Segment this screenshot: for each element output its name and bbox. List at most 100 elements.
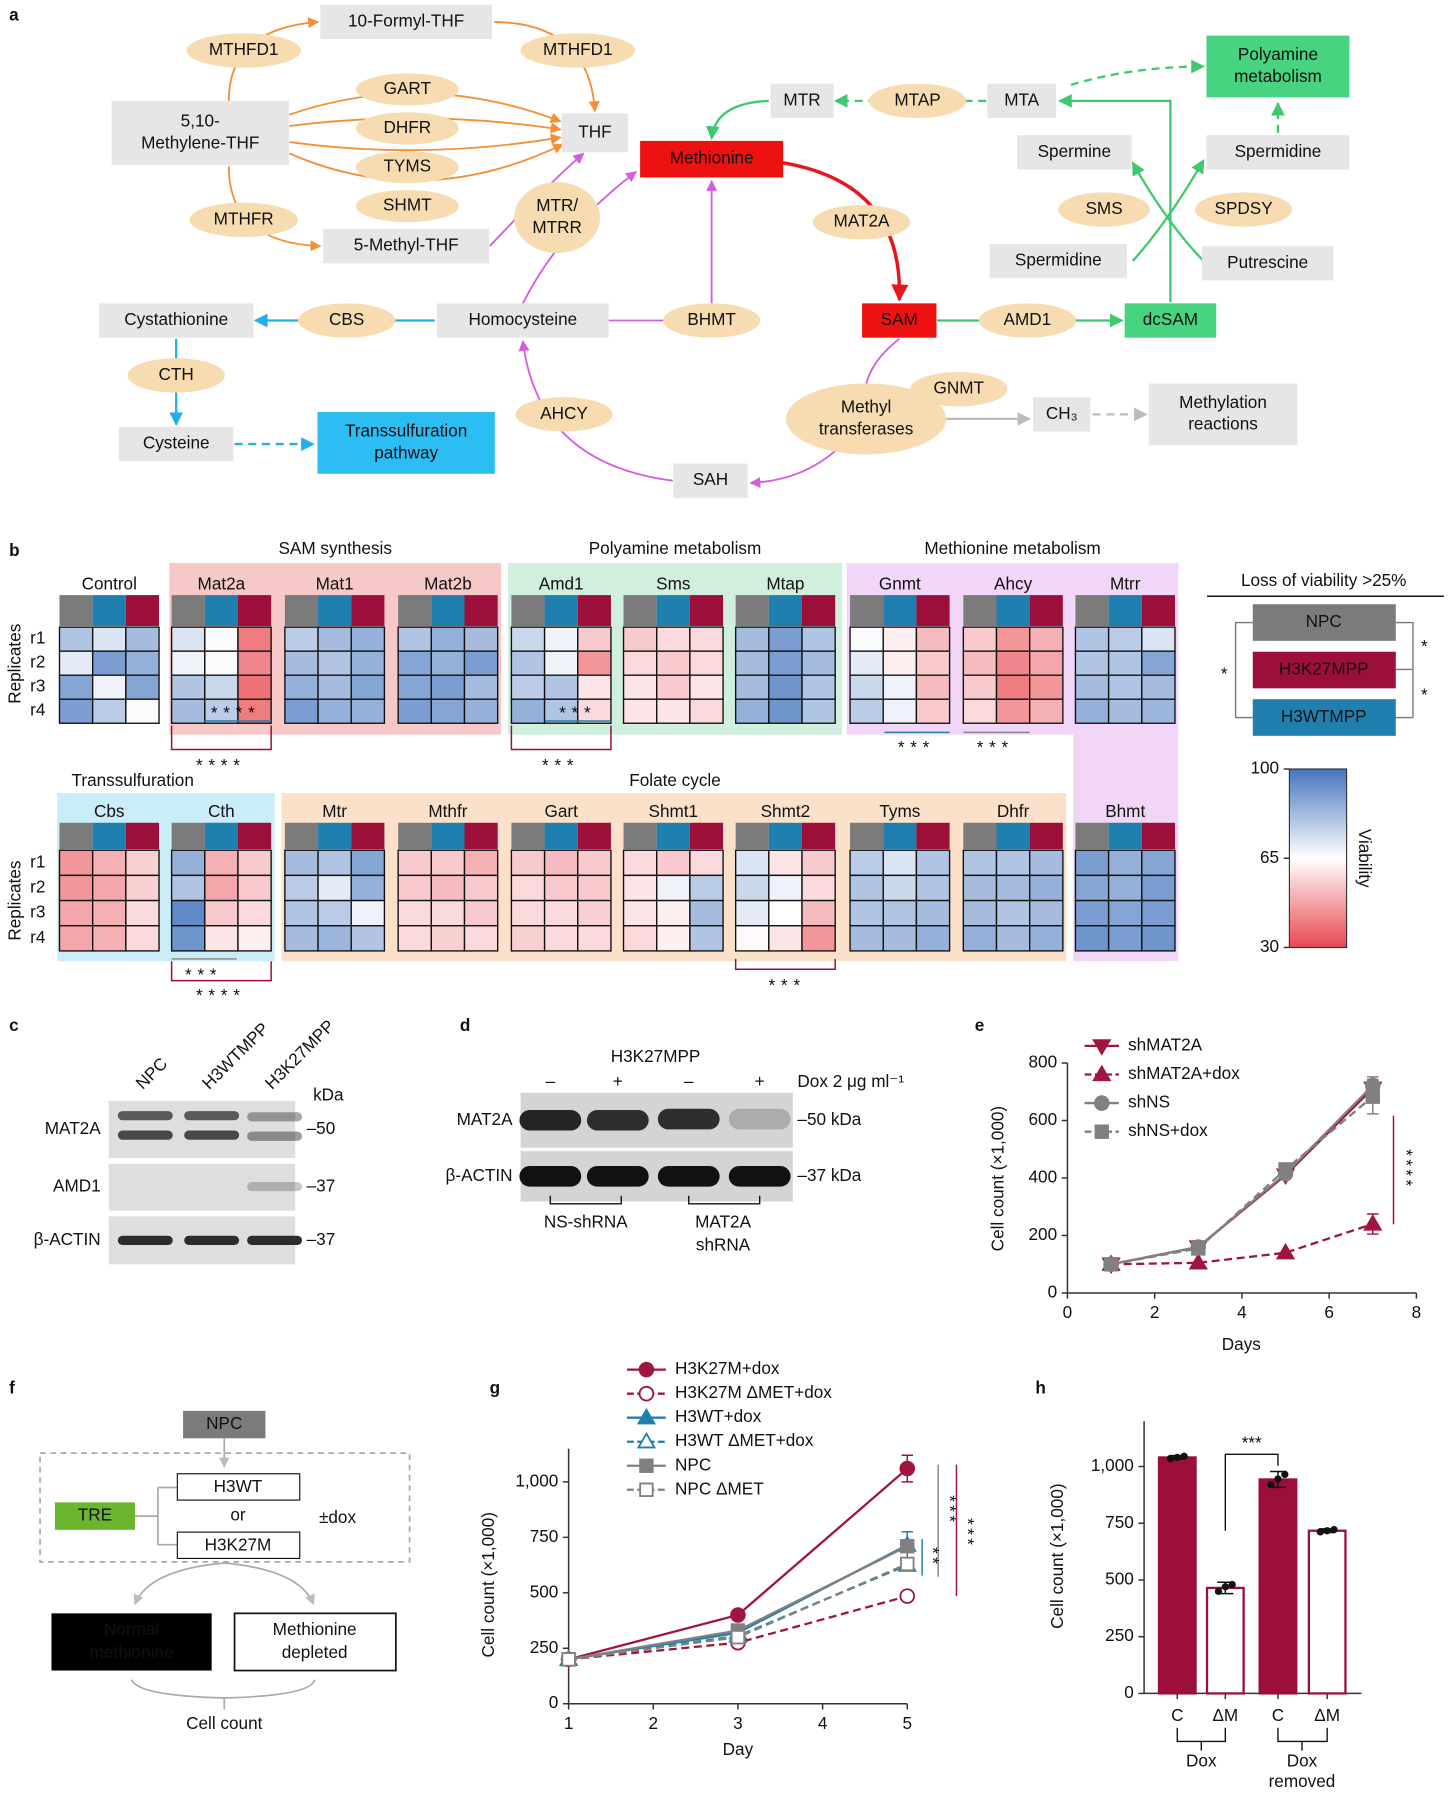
data-point	[899, 1588, 916, 1604]
heatmap-cell	[350, 874, 386, 902]
column-key	[996, 822, 1030, 850]
heatmap-cell	[1074, 849, 1110, 877]
column-key	[511, 822, 545, 850]
column-key	[735, 595, 769, 626]
legend-bracket	[1234, 621, 1253, 719]
legend-label: shMAT2A	[1128, 1034, 1203, 1054]
heatmap-cell	[1028, 925, 1064, 952]
box	[176, 1531, 301, 1559]
heatmap-cell	[577, 899, 612, 927]
node-label: Spermidine	[1235, 141, 1322, 161]
heatmap-cell	[543, 925, 579, 952]
pathway-arrow	[705, 99, 769, 140]
column-key	[464, 822, 498, 850]
metabolite-node	[673, 463, 748, 498]
heatmap-cell	[801, 698, 836, 724]
panel-label: a	[9, 5, 19, 25]
node-label: SAH	[693, 469, 728, 489]
node-label: TYMS	[383, 156, 431, 176]
heatmap-cell	[882, 899, 918, 927]
column-key	[1075, 595, 1109, 626]
heatmap-cell	[995, 925, 1031, 952]
legend-label: shNS+dox	[1128, 1120, 1208, 1140]
data-point	[730, 1607, 746, 1623]
blot-band	[519, 1166, 582, 1187]
heatmap-cell	[1028, 874, 1064, 902]
heatmap-cell	[204, 874, 239, 902]
metabolite-node	[1201, 246, 1334, 281]
node-label: Methionine	[670, 148, 754, 168]
series-line	[1111, 1222, 1374, 1266]
node-label: pathway	[374, 442, 438, 462]
heatmap-cell	[510, 674, 546, 700]
column-key	[398, 822, 432, 850]
y-tick-label: 250	[530, 1637, 559, 1657]
blot-band	[184, 1130, 240, 1140]
heatmap-cell	[768, 874, 803, 902]
column-key	[1141, 822, 1175, 850]
enzyme-node	[189, 202, 299, 237]
lane-label: H3WTMPP	[198, 1018, 273, 1093]
column-key	[963, 595, 997, 626]
heatmap-cell	[915, 849, 951, 877]
heatmap-cell	[734, 925, 770, 952]
heatmap-cell	[237, 874, 272, 902]
node-label: MTHFR	[214, 208, 274, 228]
heatmap-cell	[801, 874, 836, 902]
panel-label: g	[490, 1378, 500, 1398]
gene-label: Mat1	[316, 573, 354, 593]
gene-label: Amd1	[539, 573, 584, 593]
heatmap-cell	[170, 925, 206, 952]
gene-label: Mtrr	[1110, 573, 1141, 593]
column-key	[883, 595, 917, 626]
gene-label: Ahcy	[994, 573, 1033, 593]
blot-strip	[108, 1163, 296, 1211]
metabolite-node	[1124, 303, 1217, 338]
heatmap-cell	[962, 674, 998, 700]
lane-bracket	[549, 1195, 761, 1205]
column-key	[802, 595, 836, 626]
node-label: MTRR	[532, 217, 582, 237]
blot-row-label: MAT2A	[457, 1109, 513, 1129]
lane-group-label: shRNA	[696, 1235, 751, 1255]
heatmap-cell	[91, 650, 127, 676]
heatmap-cell	[58, 698, 94, 724]
column-key	[204, 822, 238, 850]
heatmap-cell	[397, 674, 433, 700]
blot-marker: –50 kDa	[797, 1109, 861, 1129]
heatmap-cell	[962, 849, 998, 877]
heatmap-cell	[430, 899, 466, 927]
metabolite-node	[1033, 397, 1091, 432]
heatmap-cell	[1107, 849, 1143, 877]
enzyme-node	[355, 112, 459, 145]
gene-label: Tyms	[879, 801, 920, 821]
pathway-arrow	[749, 450, 836, 489]
heatmap-cell	[577, 650, 612, 676]
metabolite-node	[561, 113, 629, 153]
box-label: TRE	[78, 1505, 112, 1525]
column-key	[963, 822, 997, 850]
heatmap-cell	[849, 849, 884, 877]
heatmap-cell	[1074, 925, 1110, 952]
node-label: MTR	[783, 89, 820, 109]
heatmap-cell	[170, 698, 206, 724]
node-label: SPDSY	[1215, 198, 1274, 218]
heatmap-cell	[284, 674, 319, 700]
heatmap-cell	[510, 849, 546, 877]
colorbar-tick-label: 65	[1260, 847, 1279, 867]
replicate-point	[1274, 1475, 1282, 1483]
gene-label: Gart	[544, 801, 578, 821]
heatmap-cell	[622, 849, 658, 877]
column-key	[351, 595, 385, 626]
annotation: ***	[940, 1495, 960, 1525]
gene-label: Shmt2	[761, 801, 811, 821]
blot-title: H3K27MPP	[611, 1046, 701, 1066]
replicate-point	[1173, 1453, 1181, 1462]
column-key	[204, 595, 238, 626]
node-label: dcSAM	[1143, 309, 1198, 329]
replicate-point	[1323, 1527, 1331, 1535]
data-point	[1188, 1252, 1208, 1270]
column-key	[544, 595, 578, 626]
heatmap-cell	[204, 626, 239, 652]
replicate-point	[1330, 1525, 1338, 1534]
